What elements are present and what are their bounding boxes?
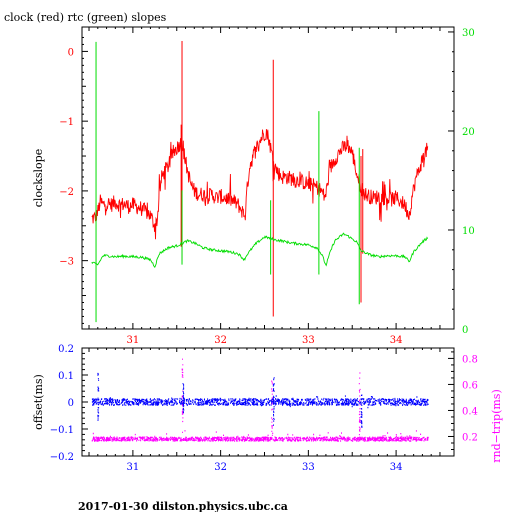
x-tick-label: 33 <box>302 335 315 346</box>
rtc-series <box>91 41 429 323</box>
rndtrip-spike <box>358 372 361 436</box>
clock-series <box>91 40 429 317</box>
y2-tick-label: 0.6 <box>462 380 478 391</box>
clock-line <box>91 129 429 240</box>
y-tick-label: −2 <box>59 187 74 198</box>
offset-panel: 31 32 33 34 0.2 0.1 0 −0.1 −0.2 0.8 0.6 0.4 0.2 offs… <box>32 344 503 473</box>
y-tick-label: 0.2 <box>58 344 74 355</box>
y-tick-label: −3 <box>59 257 74 268</box>
x-tick-label: 31 <box>127 335 140 346</box>
rndtrip-series <box>91 358 429 442</box>
x-tick-label: 32 <box>214 462 227 473</box>
offset-points <box>91 395 429 409</box>
chart-title: clock (red) rtc (green) slopes <box>4 11 167 24</box>
x-tick-label: 34 <box>390 335 403 346</box>
y-tick-label: −0.2 <box>50 452 74 463</box>
offset-series <box>91 372 429 428</box>
rtc-line <box>91 232 429 269</box>
slopes-panel: 31 32 33 34 0 −1 −2 −3 0 10 20 30 clockslope <box>32 26 475 346</box>
offset-axis-label: offset(ms) <box>32 374 45 430</box>
x-tick-label: 32 <box>214 335 227 346</box>
y2-tick-label: 10 <box>462 226 475 237</box>
y2-tick-label: 30 <box>462 28 475 39</box>
y-tick-label: 0 <box>68 398 74 409</box>
offset-spike <box>360 394 363 428</box>
y-tick-label: 0.1 <box>58 371 74 382</box>
x-tick-label: 34 <box>390 462 403 473</box>
y2-tick-label: 0.4 <box>462 406 478 417</box>
y2-tick-label: 0.2 <box>462 432 478 443</box>
offset-axes: 31 32 33 34 0.2 0.1 0 −0.1 −0.2 0.8 0.6 0.4 0.2 <box>50 344 478 473</box>
footer-date-host: 2017-01-30 dilston.physics.ubc.ca <box>78 500 288 512</box>
offset-spike <box>272 377 275 426</box>
clockslope-axis-label: clockslope <box>32 149 45 207</box>
y2-tick-label: 20 <box>462 127 475 138</box>
rndtrip-spike <box>271 380 273 436</box>
offset-spike <box>182 383 185 414</box>
rndtrip-axis-label: rnd−trip(ms) <box>490 389 503 463</box>
x-tick-label: 31 <box>127 462 140 473</box>
offset-spike <box>97 372 100 421</box>
y2-tick-label: 0 <box>462 325 468 336</box>
x-tick-label: 33 <box>302 462 315 473</box>
y-tick-label: −0.1 <box>50 425 74 436</box>
slopes-frame <box>81 26 455 330</box>
y-tick-label: 0 <box>68 47 74 58</box>
rndtrip-points <box>91 430 429 442</box>
y-tick-label: −1 <box>59 117 74 128</box>
slopes-axes: 31 32 33 34 0 −1 −2 −3 0 10 20 30 <box>59 27 475 346</box>
y2-tick-label: 0.8 <box>462 354 478 365</box>
